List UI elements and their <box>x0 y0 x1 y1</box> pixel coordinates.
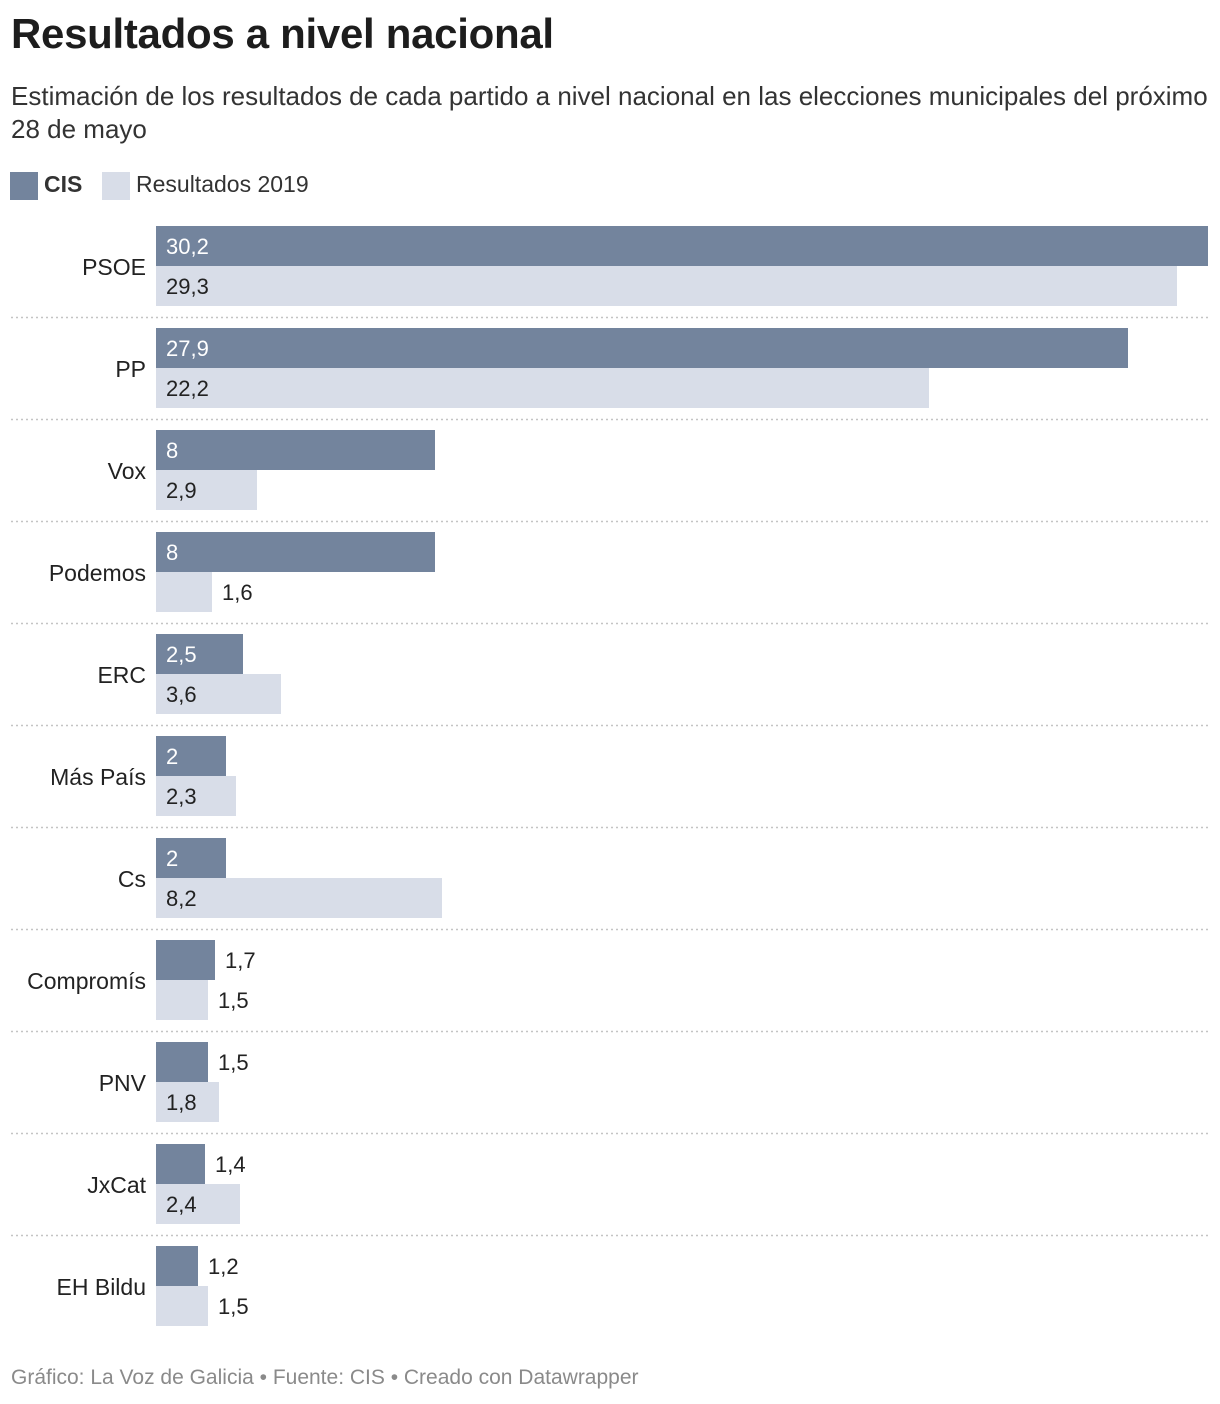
bar-2019-mas-pais <box>156 776 236 816</box>
value-label-2019-erc: 3,6 <box>166 682 197 707</box>
category-label-pnv: PNV <box>99 1070 147 1096</box>
value-label-cis-podemos: 8 <box>166 540 178 565</box>
bar-cis-jxcat <box>156 1144 205 1184</box>
bar-2019-podemos <box>156 572 212 612</box>
value-label-cis-vox: 8 <box>166 438 178 463</box>
value-label-2019-psoe: 29,3 <box>166 274 209 299</box>
bar-2019-compromis <box>156 980 208 1020</box>
value-label-2019-eh-bildu: 1,5 <box>218 1294 249 1319</box>
category-label-cs: Cs <box>118 866 146 892</box>
bar-cis-compromis <box>156 940 215 980</box>
value-label-cis-erc: 2,5 <box>166 642 197 667</box>
value-label-cis-psoe: 30,2 <box>166 234 209 259</box>
bar-2019-vox <box>156 470 257 510</box>
legend-label-2019: Resultados 2019 <box>136 171 309 197</box>
bar-cis-podemos <box>156 532 435 572</box>
bar-2019-jxcat <box>156 1184 240 1224</box>
bar-2019-pp <box>156 368 929 408</box>
bar-2019-erc <box>156 674 281 714</box>
legend-swatch-2019 <box>102 172 130 200</box>
bar-cis-erc <box>156 634 243 674</box>
category-label-mas-pais: Más País <box>50 764 146 790</box>
chart-subtitle: Estimación de los resultados de cada par… <box>11 81 1208 144</box>
bar-cis-psoe <box>156 226 1208 266</box>
value-label-2019-compromis: 1,5 <box>218 988 249 1013</box>
bar-2019-eh-bildu <box>156 1286 208 1326</box>
value-label-cis-cs: 2 <box>166 846 178 871</box>
category-label-podemos: Podemos <box>49 560 146 586</box>
bar-2019-cs <box>156 878 442 918</box>
bar-cis-vox <box>156 430 435 470</box>
bar-cis-eh-bildu <box>156 1246 198 1286</box>
category-label-jxcat: JxCat <box>87 1172 146 1198</box>
legend-swatch-cis <box>10 172 38 200</box>
value-label-2019-mas-pais: 2,3 <box>166 784 197 809</box>
value-label-2019-pnv: 1,8 <box>166 1090 197 1115</box>
chart-title: Resultados a nivel nacional <box>11 10 554 57</box>
value-label-cis-jxcat: 1,4 <box>215 1152 246 1177</box>
value-label-2019-jxcat: 2,4 <box>166 1192 197 1217</box>
value-label-2019-pp: 22,2 <box>166 376 209 401</box>
value-label-cis-pp: 27,9 <box>166 336 209 361</box>
bar-2019-pnv <box>156 1082 219 1122</box>
bar-chart: PSOE 30,2 29,3 PP 27,9 22,2 Vox 8 2,9 Podemos 8 1,6… <box>11 226 1208 1326</box>
value-label-2019-cs: 8,2 <box>166 886 197 911</box>
value-label-cis-pnv: 1,5 <box>218 1050 249 1075</box>
category-label-pp: PP <box>115 356 146 382</box>
bar-cis-cs <box>156 838 226 878</box>
category-label-compromis: Compromís <box>27 968 146 994</box>
legend-label-cis: CIS <box>44 171 83 197</box>
category-label-vox: Vox <box>108 458 147 484</box>
bar-2019-psoe <box>156 266 1177 306</box>
category-label-erc: ERC <box>97 662 146 688</box>
chart-footer: Gráfico: La Voz de Galicia • Fuente: CIS… <box>11 1366 639 1389</box>
category-label-psoe: PSOE <box>82 254 146 280</box>
value-label-2019-podemos: 1,6 <box>222 580 253 605</box>
value-label-cis-eh-bildu: 1,2 <box>208 1254 239 1279</box>
bar-cis-mas-pais <box>156 736 226 776</box>
value-label-cis-mas-pais: 2 <box>166 744 178 769</box>
bar-cis-pnv <box>156 1042 208 1082</box>
value-label-2019-vox: 2,9 <box>166 478 197 503</box>
value-label-cis-compromis: 1,7 <box>225 948 256 973</box>
bar-cis-pp <box>156 328 1128 368</box>
category-label-eh-bildu: EH Bildu <box>57 1274 146 1300</box>
